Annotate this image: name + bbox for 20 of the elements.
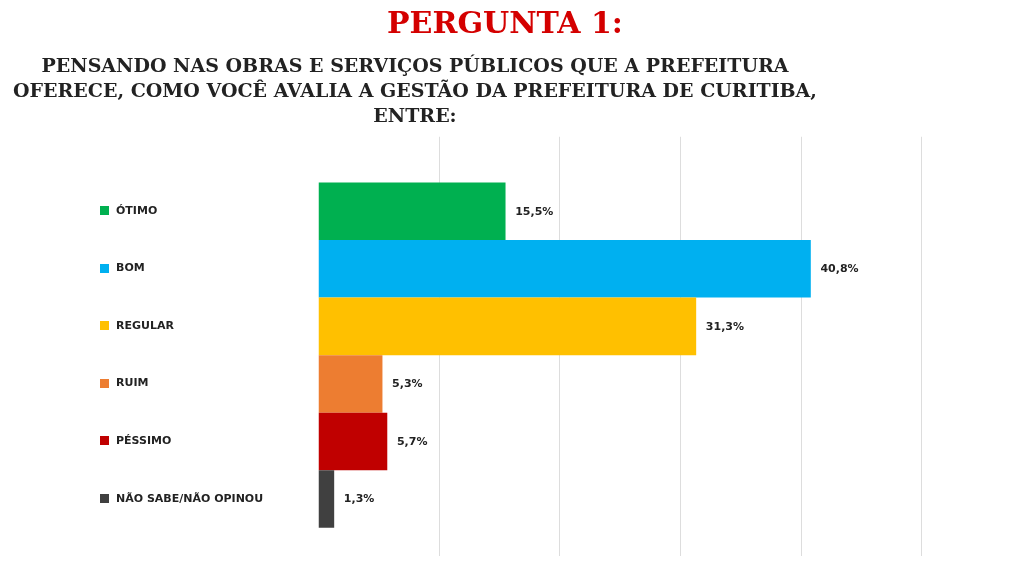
- y-tick-label: ÓTIMO: [116, 202, 158, 219]
- data-label: 5,7%: [396, 434, 428, 448]
- y-tick-label: NÃO SABE/NÃO OPINOU: [116, 490, 264, 507]
- y-tick-label: RUIM: [116, 375, 149, 392]
- y-tick-label: BOM: [116, 260, 145, 277]
- data-label: 40,8%: [820, 262, 859, 276]
- bar: [318, 182, 506, 241]
- y-tick-label: PÉSSIMO: [116, 433, 172, 449]
- data-label: 31,3%: [705, 319, 744, 333]
- chart-title: PERGUNTA 1:: [386, 5, 624, 41]
- bar: [318, 240, 811, 298]
- chart-subtitle: PENSANDO NAS OBRAS E SERVIÇOS PÚBLICOS QUE A PREFEITURA OFERECE, COMO VOCÊ AVALIA A GESTÃO DA PREFEITURA DE CURITIBA, ENTRE:: [12, 53, 818, 128]
- bar: [318, 470, 335, 528]
- data-label: 15,5%: [515, 204, 554, 218]
- data-label: 1,3%: [343, 492, 375, 506]
- bar: [318, 297, 697, 356]
- y-tick-label: REGULAR: [116, 318, 174, 334]
- data-label: 5,3%: [392, 377, 423, 391]
- bar: [318, 412, 388, 471]
- bar: [318, 355, 383, 413]
